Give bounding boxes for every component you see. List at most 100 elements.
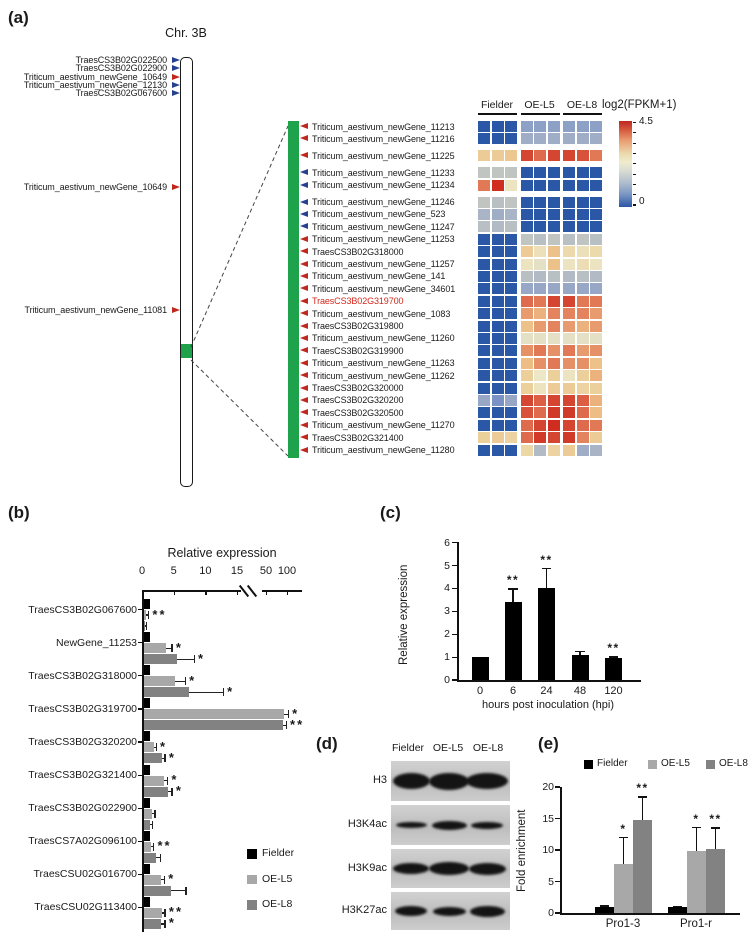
heatmap-cell xyxy=(590,221,602,233)
chromosome-gene-label-row: TraesCS3B02G022900 xyxy=(0,63,180,73)
panel-b-category-tick xyxy=(137,708,142,710)
blot-band xyxy=(393,863,429,874)
heatmap-cell xyxy=(547,258,560,270)
heatmap-cell xyxy=(563,121,575,132)
heatmap-cell xyxy=(505,308,517,320)
heatmap-cell xyxy=(534,133,546,145)
panel-b-error-cap xyxy=(153,842,155,851)
panel-b-error-bar xyxy=(151,813,155,815)
blot-band xyxy=(471,821,503,829)
panel-b-category-label: TraesCS3B02G319700 xyxy=(28,702,137,715)
panel-b-error-cap xyxy=(285,721,287,730)
heatmap-cell xyxy=(520,150,533,162)
heatmap-row: Triticum_aestivum_newGene_11216 xyxy=(300,133,604,145)
blot-column-header: Fielder xyxy=(391,742,425,754)
panel-c-ytick-label: 1 xyxy=(444,651,450,664)
panel-e-group-label: Pro1-3 xyxy=(605,918,641,930)
heatmap-cell xyxy=(478,370,490,382)
panel-b-error-bar xyxy=(163,779,167,782)
heatmap-cell xyxy=(534,382,546,394)
heatmap-cell xyxy=(547,432,560,444)
heatmap-cell xyxy=(520,444,533,456)
heatmap-cell xyxy=(576,320,589,332)
heatmap-row: Triticum_aestivum_newGene_11270 xyxy=(300,419,604,431)
gene-strand-arrow-icon xyxy=(300,235,308,242)
heatmap-cell xyxy=(491,179,504,191)
panel-e-error-cap xyxy=(638,796,647,798)
heatmap-cell xyxy=(590,208,602,220)
heatmap-cell xyxy=(590,121,602,132)
heatmap-row: TraesCS3B02G320200 xyxy=(300,394,604,406)
heatmap-cell xyxy=(491,432,504,444)
heatmap-cell xyxy=(563,233,575,245)
blot-image xyxy=(391,892,510,930)
significance-stars: * xyxy=(160,738,168,754)
panel-b-error-bar xyxy=(170,890,186,892)
panel-b-bar xyxy=(143,665,150,676)
heatmap-cell xyxy=(576,332,589,344)
heatmap-cell xyxy=(563,432,575,444)
panel-b-error-cap xyxy=(154,809,156,818)
heatmap-gene-label: TraesCS3B02G319700 xyxy=(312,296,404,307)
heatmap-cell xyxy=(547,370,560,382)
heatmap-column-underline xyxy=(563,113,602,115)
heatmap-cell xyxy=(590,246,602,258)
panel-b-bar xyxy=(143,632,150,643)
heatmap-cell xyxy=(534,258,546,270)
panel-e-error-cap xyxy=(673,905,682,907)
heatmap-gene-label: Triticum_aestivum_newGene_141 xyxy=(312,271,446,282)
heatmap-cell xyxy=(576,382,589,394)
heatmap-cell xyxy=(491,283,504,295)
heatmap-cell xyxy=(478,179,490,191)
heatmap-cell xyxy=(505,167,517,179)
panel-b-error-bar xyxy=(168,790,172,793)
panel-c-ytick-mark xyxy=(452,587,457,589)
panel-c-ytick-label: 5 xyxy=(444,559,450,572)
heatmap-cell xyxy=(563,370,575,382)
gene-strand-arrow-icon xyxy=(300,446,308,453)
heatmap-cell xyxy=(478,382,490,394)
panel-b-bar xyxy=(143,786,169,797)
legend-label: OE-L5 xyxy=(262,872,293,885)
heatmap-cell xyxy=(590,357,602,369)
panel-b-tick-mark xyxy=(205,590,207,595)
panel-c-xtick-label: 120 xyxy=(604,685,623,697)
heatmap-cell xyxy=(491,345,504,357)
heatmap-cell xyxy=(520,345,533,357)
panel-e-y-axis-line xyxy=(560,787,562,915)
heatmap-cell xyxy=(576,179,589,191)
panel-b-error-bar xyxy=(150,824,152,826)
heatmap-cell xyxy=(563,258,575,270)
heatmap-cell xyxy=(520,394,533,406)
panel-b-bar xyxy=(143,841,152,852)
heatmap-cell xyxy=(576,167,589,179)
heatmap-cell xyxy=(547,332,560,344)
panel-b-tick-mark xyxy=(287,590,289,595)
heatmap-cell xyxy=(491,258,504,270)
panel-e-ytick-mark xyxy=(555,817,560,820)
heatmap-cell xyxy=(534,419,546,431)
heatmap-cell xyxy=(563,345,575,357)
heatmap-cell xyxy=(590,345,602,357)
heatmap-cell xyxy=(478,196,490,208)
heatmap-cell xyxy=(520,357,533,369)
heatmap-cell xyxy=(576,283,589,295)
panel-b-error-bar xyxy=(151,846,153,848)
heatmap-column-underline xyxy=(478,113,517,115)
chromosome-gene-label-row: Triticum_aestivum_newGene_10649 xyxy=(0,72,180,82)
panel-c-xtick-label: 0 xyxy=(476,685,484,697)
heatmap-row: Triticum_aestivum_newGene_11263 xyxy=(300,357,604,369)
heatmap-cell xyxy=(491,196,504,208)
panel-c-error-line xyxy=(579,650,581,655)
heatmap-cell xyxy=(505,208,517,220)
heatmap-cell xyxy=(478,345,490,357)
significance-stars: * xyxy=(292,705,300,721)
heatmap-cell xyxy=(534,357,546,369)
significance-stars: * xyxy=(227,683,235,699)
heatmap-cell xyxy=(478,258,490,270)
panel-b-error-bar xyxy=(177,658,194,660)
heatmap-cell xyxy=(547,283,560,295)
panel-b-tick-label: 50 xyxy=(259,565,273,577)
heatmap-cell xyxy=(547,150,560,162)
heatmap-cell xyxy=(505,221,517,233)
